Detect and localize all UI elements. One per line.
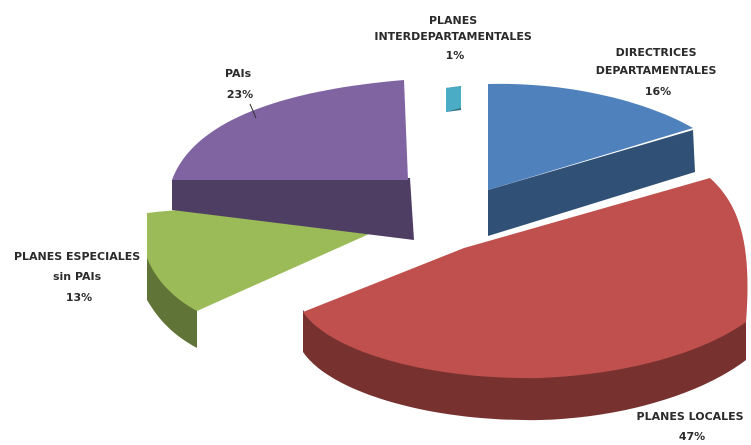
label-pais: PAIs 23% (225, 67, 255, 101)
label-line: PAIs (225, 67, 252, 80)
leader-line-pais (249, 103, 257, 119)
label-planes-locales: PLANES LOCALES 47% (637, 410, 748, 443)
slice-planes-interdepartamentales (446, 86, 461, 112)
label-value: 1% (446, 49, 465, 62)
label-line: DIRECTRICES (616, 46, 697, 59)
slice-planes-locales (303, 178, 748, 421)
label-value: 23% (227, 88, 253, 101)
label-line: INTERDEPARTAMENTALES (374, 30, 531, 43)
slice-directrices-departamentales (488, 83, 695, 236)
label-value: 13% (66, 291, 92, 304)
label-planes-interdepartamentales: PLANES INTERDEPARTAMENTALES 1% (374, 14, 535, 62)
label-line: sin PAIs (53, 270, 102, 283)
label-line: PLANES LOCALES (637, 410, 744, 423)
label-line: DEPARTAMENTALES (596, 64, 717, 77)
slice-pais (172, 80, 414, 240)
label-planes-especiales: PLANES ESPECIALES sin PAIs 13% (14, 250, 144, 304)
label-value: 47% (679, 430, 705, 443)
slice-planes-especiales (147, 207, 396, 348)
label-directrices-departamentales: DIRECTRICES DEPARTAMENTALES 16% (596, 46, 720, 98)
label-line: PLANES (429, 14, 477, 27)
label-value: 16% (645, 85, 671, 98)
label-line: PLANES ESPECIALES (14, 250, 140, 263)
